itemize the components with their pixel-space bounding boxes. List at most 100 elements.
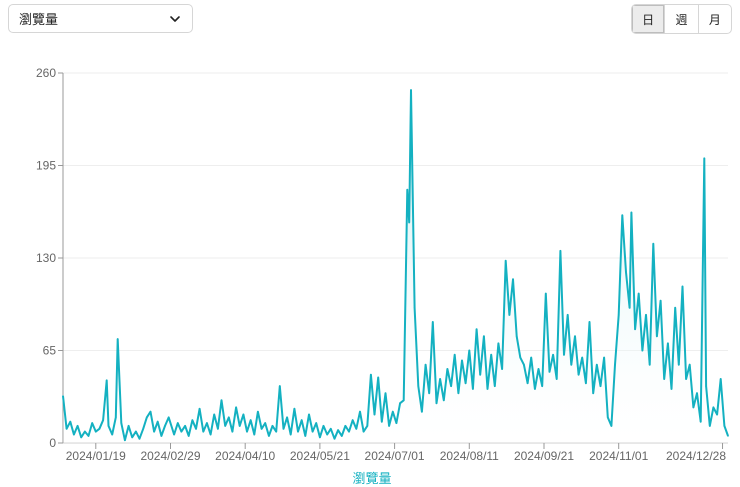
data-point [504,260,507,262]
data-point [351,419,354,422]
data-point [322,425,325,427]
data-point [95,430,97,433]
data-point [293,408,296,410]
data-point [111,433,113,436]
data-point [681,285,684,288]
x-tick-label: 2024/01/19 [66,449,126,463]
data-point [105,379,108,382]
data-point [348,430,350,433]
data-point [246,430,248,433]
x-tick-label: 2024/05/21 [290,449,350,463]
data-point [344,425,347,427]
data-point [641,349,644,352]
data-point [670,388,673,390]
data-point [610,425,613,427]
x-tick-label: 2024/09/21 [514,449,574,463]
data-point [359,410,361,413]
x-axis-title: 瀏覽量 [352,471,391,486]
chevron-down-icon [168,12,182,26]
data-point [541,385,543,387]
data-point [395,422,398,424]
data-point [268,435,270,437]
y-tick-label: 0 [49,436,56,450]
data-point [508,314,511,316]
data-point [457,392,460,395]
metric-select-value: 瀏覽量 [19,12,59,27]
x-axis: 2024/01/19 2024/02/29 2024/04/10 2024/05/21… [66,443,726,463]
y-tick-label: 195 [36,159,56,173]
data-point [235,406,237,409]
data-point [249,419,252,422]
granularity-week-button[interactable]: 週 [664,5,697,33]
data-point [512,278,514,281]
data-point [381,420,383,423]
data-point [156,420,159,423]
data-point [494,385,496,387]
data-point [432,321,434,323]
data-point [102,419,104,422]
data-point [402,399,405,402]
data-point [217,428,219,430]
data-point [464,382,467,385]
data-point [552,354,554,356]
metric-select[interactable]: 瀏覽量 [8,4,193,33]
data-point [184,425,186,427]
data-point [585,382,587,385]
data-point [330,428,332,430]
data-point [326,433,329,436]
data-point [231,430,234,433]
data-point [202,430,205,433]
data-point [577,373,580,376]
data-point [124,439,126,442]
data-point [709,425,711,427]
data-point [209,433,212,436]
data-point [719,378,722,380]
data-point [712,406,715,409]
granularity-day-button[interactable]: 日 [632,5,665,33]
data-point [91,422,93,424]
data-point [160,435,163,437]
data-point [645,314,647,316]
data-point [723,425,726,427]
data-point [62,395,64,397]
data-point [355,428,358,430]
data-point [131,436,133,439]
data-point [696,392,698,395]
x-tick-label: 2024/08/11 [440,449,499,463]
data-point [167,416,170,419]
data-point [652,243,655,245]
data-point [472,388,474,390]
data-point [461,359,463,362]
data-point [315,422,318,424]
data-point [625,271,627,274]
data-point [406,188,409,191]
data-point [519,356,522,359]
data-point [548,371,551,373]
granularity-toggle: 日 週 月 [631,4,732,34]
data-point [187,435,190,437]
data-point [311,430,314,433]
data-point [275,430,278,433]
data-point [289,433,292,436]
series-area [63,90,728,443]
data-point [399,402,401,405]
data-point [566,314,569,316]
granularity-month-button[interactable]: 月 [697,5,731,33]
data-point [253,433,256,436]
data-point [177,422,179,424]
data-point [304,435,307,437]
data-point [607,416,609,419]
data-point [421,410,423,413]
y-tick-label: 65 [43,344,57,358]
data-point [688,363,691,366]
data-point [501,368,503,370]
data-point [475,328,478,331]
data-point [443,399,445,402]
data-point [559,250,562,252]
data-point [153,430,155,433]
data-point [592,392,594,395]
data-point [341,435,343,437]
data-point [282,428,285,430]
data-point [135,430,137,433]
data-point [545,292,547,295]
